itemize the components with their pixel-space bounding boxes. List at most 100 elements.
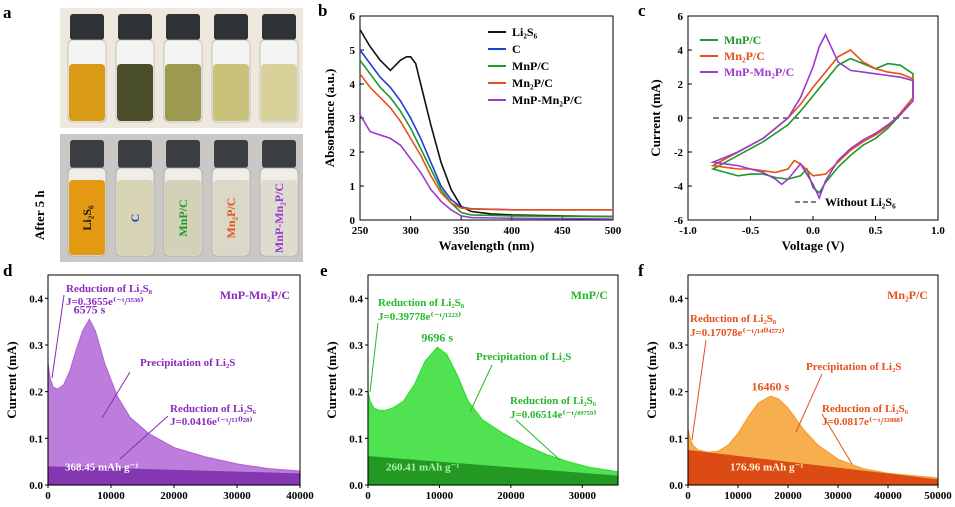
legend-label-1: C [512,42,521,56]
annotation-1: J=0.17078e⁽⁻ᵗ/¹⁴⁰⁴⁵⁷²⁾ [690,327,785,339]
annotation-4: J=0.06514e⁽⁻ᵗ/⁴⁹⁷⁵⁹⁾ [510,409,597,421]
series-line-1 [710,49,914,177]
y-tick-label: 0.1 [349,433,363,445]
annotation-pointer-2 [821,413,853,465]
series-line-3 [359,73,613,211]
y-axis-label: Current (mA) [324,341,339,418]
panel-label-f: f [638,261,644,280]
panel-label-a: a [3,3,12,22]
y-tick-label: -4 [674,181,684,193]
chart-e-mnp: 0 10000 20000 30000 0.0 0.1 0.2 0.3 0.4 Current (… [324,274,619,502]
x-tick-label: 500 [605,225,622,237]
annotation-pointer-0 [51,294,65,379]
y-tick-label: 0.1 [669,433,683,445]
x-tick-label: 0.0 [806,225,820,237]
series-line-2 [709,32,914,200]
y-axis-label: Current (mA) [644,341,659,418]
x-tick-label: 50000 [924,490,952,502]
y-tick-label: 0.4 [29,293,43,305]
x-tick-label: 350 [453,225,470,237]
vial-liquid-top [165,64,201,121]
vial-cap-top [262,14,296,40]
annotation-pointer-0 [369,322,379,393]
vial-label-2: MnP/C [176,199,190,236]
current-area [367,346,619,486]
vial-cap-bottom [166,140,200,168]
li2s6-reduction-area [688,450,938,485]
capacity-label: 368.45 mAh g⁻¹ [65,462,139,474]
vial-liquid-top [261,64,297,121]
y-tick-label: 2 [350,147,356,159]
photo-side-label: After 5 h [32,190,47,240]
x-tick-label: 450 [554,225,571,237]
y-tick-label: 6 [350,11,356,23]
x-tick-label: 30000 [824,490,852,502]
x-axis-label: Wavelength (nm) [439,238,535,253]
legend-label-2: MnP/C [512,59,549,73]
vial-cap-bottom [70,140,104,168]
vial-liquid-bottom [165,180,201,255]
vial-cap-bottom [118,140,152,168]
panel-label-c: c [638,1,646,20]
y-tick-label: 0.2 [349,387,363,399]
y-axis-label: Current (mA) [648,79,663,156]
series-line-1 [359,49,613,211]
x-tick-label: 0 [45,490,51,502]
y-tick-label: 0.0 [349,480,363,492]
chart-c-cv: -1.0 -0.5 0.0 0.5 1.0 -6 -4 -2 0 2 4 6 Voltage (V) Cu… [648,11,945,253]
y-tick-label: 2 [678,79,684,91]
chart-d-mnp-mn2p: 0 10000 20000 30000 40000 0.0 0.1 0.2 0.3 0.4 Curr… [4,274,314,502]
vial-label-3: Mn₂P/C [224,198,238,239]
vial-label-1: C [128,214,142,223]
annotation-1: J=0.3655e⁽⁻ᵗ/³⁵³⁶⁾ [66,296,144,308]
x-tick-label: 20000 [774,490,802,502]
annotation-0: Reduction of Li₂S₈ [378,297,465,309]
y-tick-label: 0.2 [669,387,683,399]
li2s6-reduction-area [48,466,300,485]
vial-liquid-bottom [117,180,153,255]
vial-liquid-bottom [213,180,249,255]
y-tick-label: 0.4 [669,293,683,305]
photo-before [60,8,303,128]
y-tick-label: 0.0 [669,480,683,492]
x-tick-label: 20000 [497,490,525,502]
y-tick-label: 0.3 [29,340,43,352]
x-tick-label: 10000 [724,490,752,502]
series-line-2 [359,59,614,218]
vial-cap-top [214,14,248,40]
panel-title: MnP/C [571,288,608,302]
legend-label-4: MnP-Mn₂P/C [512,93,582,107]
annotation-pointer-1 [101,371,131,419]
y-tick-label: 0.3 [349,340,363,352]
y-tick-label: 0 [350,215,356,227]
vial-liquid-bottom [261,180,297,255]
panel-label-d: d [3,261,13,280]
y-tick-label: 3 [350,113,356,125]
x-tick-label: 40000 [286,490,314,502]
annotation-label: Without Li₂S₆ [825,195,896,209]
legend-label-3: Mn₂P/C [512,76,553,90]
legend-label-1: Mn₂P/C [724,49,765,63]
panel-title: MnP-Mn₂P/C [220,288,290,302]
x-axis-label: Voltage (V) [782,238,845,253]
y-tick-label: -2 [674,147,684,159]
vial-cap-top [166,14,200,40]
x-tick-label: 30000 [223,490,251,502]
vial-liquid-bottom [69,180,105,255]
peak-label: 16460 s [751,379,789,393]
vial-liquid-top [69,64,105,121]
panel-label-e: e [320,261,328,280]
series-line-0 [710,57,914,194]
x-tick-label: 300 [402,225,419,237]
vial-cap-bottom [214,140,248,168]
annotation-1: J=0.39778e⁽⁻ᵗ/¹²²³⁾ [378,311,461,323]
y-axis-label: Current (mA) [4,341,19,418]
vial-cap-bottom [262,140,296,168]
y-tick-label: 0.0 [29,480,43,492]
y-tick-label: 6 [678,11,684,23]
annotation-2: Precipitation of Li₂S [806,361,901,373]
y-tick-label: 0.4 [349,293,363,305]
capacity-label: 260.41 mAh g⁻¹ [386,462,460,474]
y-tick-label: 5 [350,45,356,57]
